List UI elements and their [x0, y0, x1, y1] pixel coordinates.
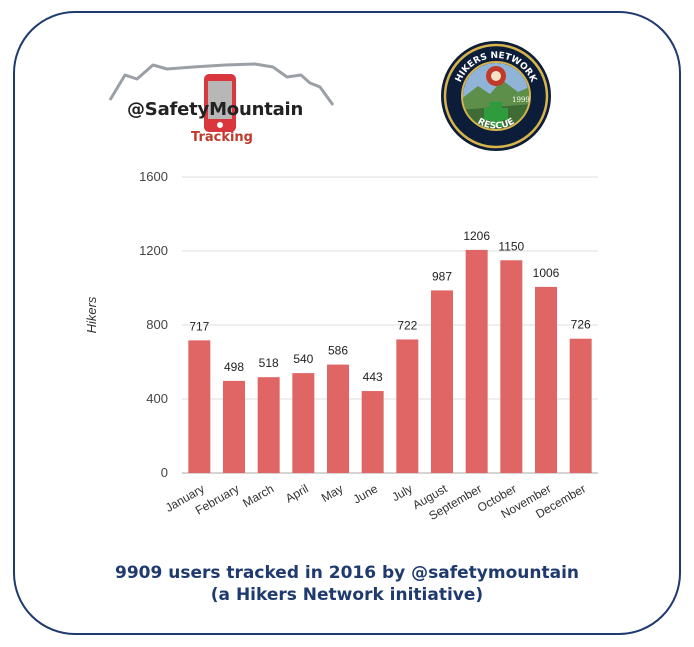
logo-sub-text: Tracking [191, 130, 253, 145]
bar-data-labels: 717 498 518 540 586 443 722 987 1206 1150 1006 726 [189, 229, 591, 384]
hikers-network-badge: HIKERS NETWORK RESCUE 1999 [440, 40, 552, 152]
bar-march [257, 377, 280, 473]
y-tick-label: 0 [161, 465, 168, 480]
card-frame [13, 11, 681, 635]
y-tick-label: 400 [146, 391, 168, 406]
footer-line-1: 9909 users tracked in 2016 by @safetymou… [114, 563, 580, 583]
y-tick-label: 800 [146, 317, 168, 332]
data-label: 722 [397, 318, 417, 332]
badge-bottom-text: RESCUE [476, 117, 516, 132]
bar-november [535, 286, 557, 473]
footer-line-2: (a Hikers Network initiative) [210, 585, 484, 605]
x-tick-label: May [319, 481, 346, 504]
x-tick-label: March [240, 481, 276, 510]
y-tick-label: 1200 [139, 243, 168, 258]
badge-emblem-icon: HIKERS NETWORK RESCUE 1999 [441, 41, 551, 151]
data-label: 443 [363, 370, 383, 384]
data-label: 540 [293, 352, 313, 366]
bar-august [431, 290, 453, 473]
bar-may [327, 364, 349, 473]
bar-june [361, 391, 384, 473]
data-label: 498 [224, 360, 244, 374]
bar-january [188, 340, 211, 473]
data-label: 1006 [533, 266, 560, 280]
bar-december [569, 338, 592, 473]
data-label: 586 [328, 344, 348, 358]
chart-bars [188, 249, 592, 473]
data-label: 1150 [498, 239, 524, 253]
bar-september [465, 249, 488, 473]
y-axis-ticks: 0 400 800 1200 1600 [139, 169, 168, 480]
bar-april [292, 373, 315, 473]
data-label: 518 [259, 356, 279, 370]
bar-july [396, 339, 419, 473]
data-label: 717 [189, 319, 209, 333]
y-axis-label: Hikers [84, 296, 99, 333]
y-tick-label: 1600 [139, 169, 168, 184]
footer-caption: 9909 users tracked in 2016 by @safetymou… [0, 562, 694, 606]
badge-year: 1999 [512, 96, 530, 104]
bar-october [500, 260, 523, 473]
logo-brand-text: @SafetyMountain [127, 99, 304, 120]
mountain-outline-icon [108, 62, 335, 106]
hikers-bar-chart: 0 400 800 1200 1600 717 498 518 540 586 443 722 987… [84, 169, 598, 523]
svg-text:RESCUE: RESCUE [476, 117, 516, 132]
safety-mountain-logo: @SafetyMountain Tracking [105, 55, 340, 155]
x-tick-label: April [283, 481, 311, 505]
phone-icon [204, 74, 236, 132]
data-label: 987 [432, 269, 452, 283]
bar-february [223, 380, 245, 473]
data-label: 1206 [463, 229, 490, 243]
data-label: 726 [571, 318, 591, 332]
x-tick-label: June [351, 481, 381, 506]
chart-gridlines [182, 176, 598, 474]
